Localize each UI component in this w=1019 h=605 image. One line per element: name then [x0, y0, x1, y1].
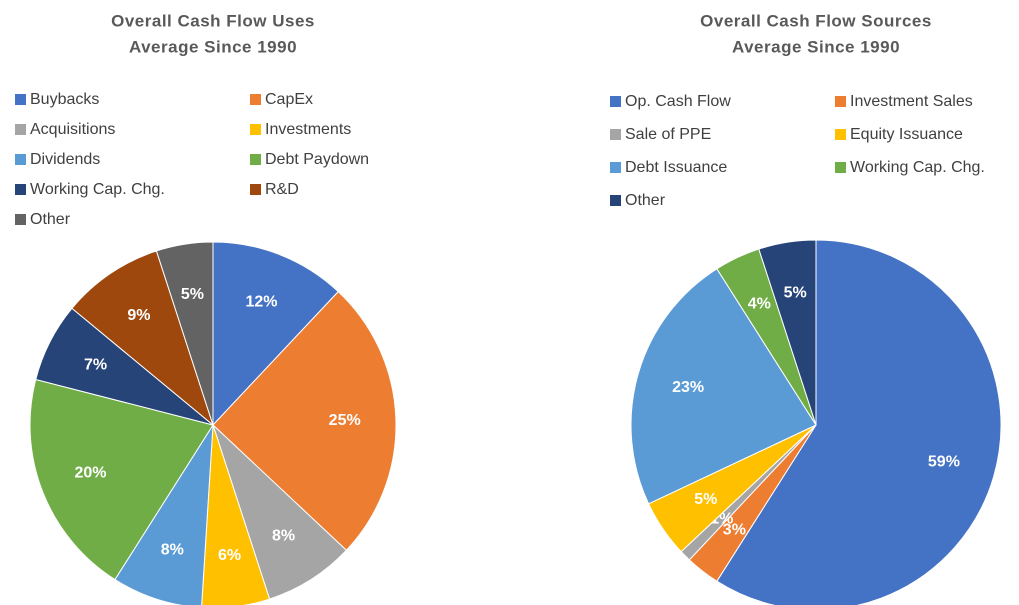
data-label: 5% — [181, 286, 204, 303]
pie-slice — [758, 239, 817, 426]
chart-subtitle: Average Since 1990 — [732, 37, 900, 56]
pie-slice — [71, 250, 215, 427]
data-label: 6% — [218, 547, 241, 564]
legend-swatch — [610, 195, 621, 206]
legend-label: Other — [30, 211, 71, 228]
pie-slice — [212, 241, 339, 427]
legend-label: Investment Sales — [850, 93, 973, 110]
pie-slice — [630, 268, 817, 505]
legend-swatch — [15, 214, 26, 225]
data-label: 59% — [928, 453, 960, 470]
chart-subtitle: Average Since 1990 — [129, 37, 297, 56]
data-label: 8% — [161, 542, 184, 559]
legend-label: Sale of PPE — [625, 126, 711, 143]
legend-swatch — [15, 154, 26, 165]
legend-label: Debt Issuance — [625, 159, 727, 176]
legend-swatch — [250, 154, 261, 165]
legend-swatch — [15, 94, 26, 105]
legend-label: Buybacks — [30, 91, 99, 108]
legend-label: Acquisitions — [30, 121, 115, 138]
data-label: 8% — [272, 527, 295, 544]
legend-swatch — [610, 129, 621, 140]
pie-slice — [29, 378, 214, 581]
pie-slice — [212, 424, 348, 600]
legend-label: Dividends — [30, 151, 100, 168]
data-label: 20% — [74, 465, 106, 482]
chart-title: Overall Cash Flow Uses — [111, 11, 315, 30]
pie-slice — [114, 424, 214, 605]
legend-label: Working Cap. Chg. — [30, 181, 165, 198]
legend-label: Equity Issuance — [850, 126, 963, 143]
legend-swatch — [610, 162, 621, 173]
legend-swatch — [250, 124, 261, 135]
legend-swatch — [15, 184, 26, 195]
legend-swatch — [835, 162, 846, 173]
data-label: 9% — [127, 307, 150, 324]
data-label: 5% — [784, 285, 807, 302]
data-label: 25% — [329, 412, 361, 429]
legend-label: Working Cap. Chg. — [850, 159, 985, 176]
legend-label: Other — [625, 192, 666, 209]
data-label: 7% — [84, 356, 107, 373]
pie-slice — [716, 239, 1002, 605]
legend-swatch — [835, 129, 846, 140]
legend-label: CapEx — [265, 91, 313, 108]
pie-slice — [155, 241, 214, 426]
legend-label: Debt Paydown — [265, 151, 369, 168]
legend-swatch — [15, 124, 26, 135]
legend-label: Op. Cash Flow — [625, 93, 731, 110]
pie-slice — [212, 290, 397, 551]
legend-swatch — [610, 96, 621, 107]
legend-label: Investments — [265, 121, 351, 138]
data-label: 4% — [748, 296, 771, 313]
legend-swatch — [250, 184, 261, 195]
pie-slice — [201, 424, 271, 605]
data-label: 23% — [672, 379, 704, 396]
data-label: 3% — [723, 521, 746, 538]
data-label: 5% — [694, 491, 717, 508]
chart-title: Overall Cash Flow Sources — [700, 11, 932, 30]
data-label: 12% — [245, 294, 277, 311]
legend-swatch — [835, 96, 846, 107]
legend-label: R&D — [265, 181, 299, 198]
legend-swatch — [250, 94, 261, 105]
